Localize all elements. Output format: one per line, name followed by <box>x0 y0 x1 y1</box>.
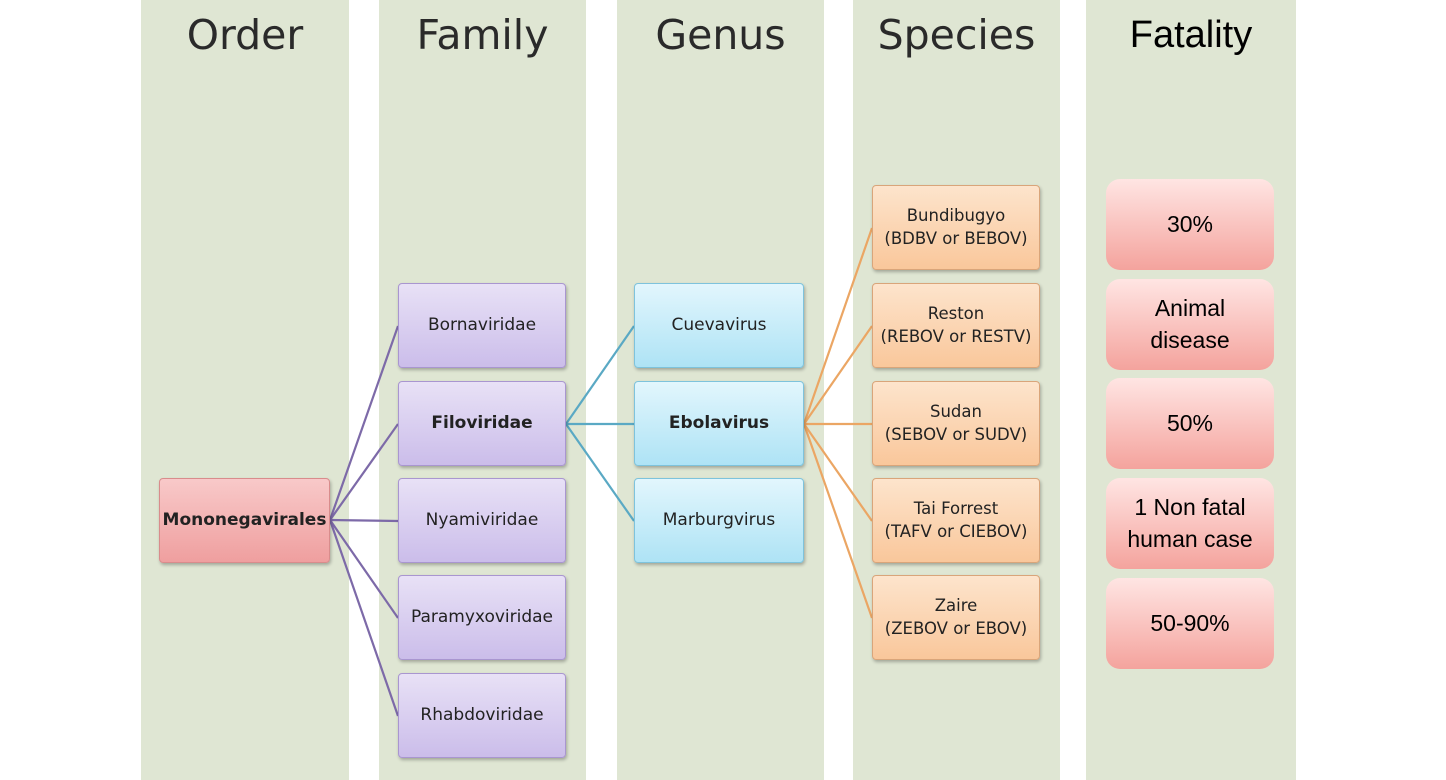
species-node-label: Sudan (SEBOV or SUDV) <box>884 402 1028 444</box>
connector-filoviridae-marburgvirus <box>565 423 635 522</box>
genus-node-marburgvirus: Marburgvirus <box>634 478 804 563</box>
species-node-label: Bundibugyo (BDBV or BEBOV) <box>884 206 1028 248</box>
fatality-node-label: 50-90% <box>1150 609 1230 636</box>
family-node-label: Filoviridae <box>431 413 533 434</box>
fatality-node-reston: Animal disease <box>1106 279 1274 370</box>
fatality-node-label: 30% <box>1166 210 1214 237</box>
genus-node-ebolavirus: Ebolavirus <box>634 381 804 466</box>
family-node-label: Nyamiviridae <box>425 510 539 531</box>
connector-order-bornaviridae <box>328 325 400 521</box>
genus-node-cuevavirus: Cuevavirus <box>634 283 804 368</box>
connector-ebolavirus-bundibugyo <box>802 227 874 425</box>
family-node-paramyxoviridae: Paramyxoviridae <box>398 575 566 660</box>
order-node-mononegavirales: Mononegavirales <box>159 478 330 563</box>
species-node-bundibugyo: Bundibugyo (BDBV or BEBOV) <box>872 185 1040 270</box>
family-node-bornaviridae: Bornaviridae <box>398 283 566 368</box>
genus-node-label: Ebolavirus <box>668 413 770 434</box>
species-node-sudan: Sudan (SEBOV or SUDV) <box>872 381 1040 466</box>
connector-ebolavirus-zaire <box>802 423 874 619</box>
order-node-label: Mononegavirales <box>162 510 327 531</box>
species-node-label: Reston (REBOV or RESTV) <box>880 304 1032 346</box>
family-node-filoviridae: Filoviridae <box>398 381 566 466</box>
connector-order-nyamiviridae <box>329 518 399 523</box>
family-node-nyamiviridae: Nyamiviridae <box>398 478 566 563</box>
connector-order-rhabdoviridae <box>328 519 400 717</box>
connector-ebolavirus-reston <box>803 325 873 425</box>
order-column-title: Order <box>186 11 304 59</box>
family-node-rhabdoviridae: Rhabdoviridae <box>398 673 566 758</box>
fatality-node-label: 50% <box>1166 409 1214 436</box>
family-node-label: Paramyxoviridae <box>410 607 554 628</box>
genus-node-label: Cuevavirus <box>671 315 767 336</box>
fatality-node-zaire: 50-90% <box>1106 578 1274 669</box>
species-node-reston: Reston (REBOV or RESTV) <box>872 283 1040 368</box>
family-node-label: Rhabdoviridae <box>420 705 544 726</box>
fatality-node-sudan: 50% <box>1106 378 1274 469</box>
species-node-tai-forrest: Tai Forrest (TAFV or CIEBOV) <box>872 478 1040 563</box>
order-to-family-connectors <box>328 325 400 717</box>
species-node-label: Tai Forrest (TAFV or CIEBOV) <box>884 499 1028 541</box>
species-node-zaire: Zaire (ZEBOV or EBOV) <box>872 575 1040 660</box>
connector-order-filoviridae <box>329 423 399 521</box>
fatality-node-bundibugyo: 30% <box>1106 179 1274 270</box>
connector-filoviridae-cuevavirus <box>565 325 635 425</box>
family-column-title: Family <box>416 11 549 59</box>
genus-to-species-connectors <box>802 227 874 619</box>
family-node-label: Bornaviridae <box>427 315 537 336</box>
fatality-node-label: 1 Non fatal human case <box>1127 494 1253 552</box>
species-node-label: Zaire (ZEBOV or EBOV) <box>884 596 1028 638</box>
genus-column-title: Genus <box>655 11 786 59</box>
species-column-title: Species <box>877 11 1036 59</box>
connector-ebolavirus-tai-forrest <box>803 423 873 522</box>
fatality-node-label: Animal disease <box>1150 295 1230 353</box>
genus-node-label: Marburgvirus <box>662 510 776 531</box>
fatality-column-title: Fatality <box>1129 14 1253 56</box>
fatality-node-tai-forrest: 1 Non fatal human case <box>1106 478 1274 569</box>
family-to-genus-connectors <box>565 325 635 522</box>
connector-order-paramyxoviridae <box>329 519 399 619</box>
order-column-bg <box>141 0 349 780</box>
